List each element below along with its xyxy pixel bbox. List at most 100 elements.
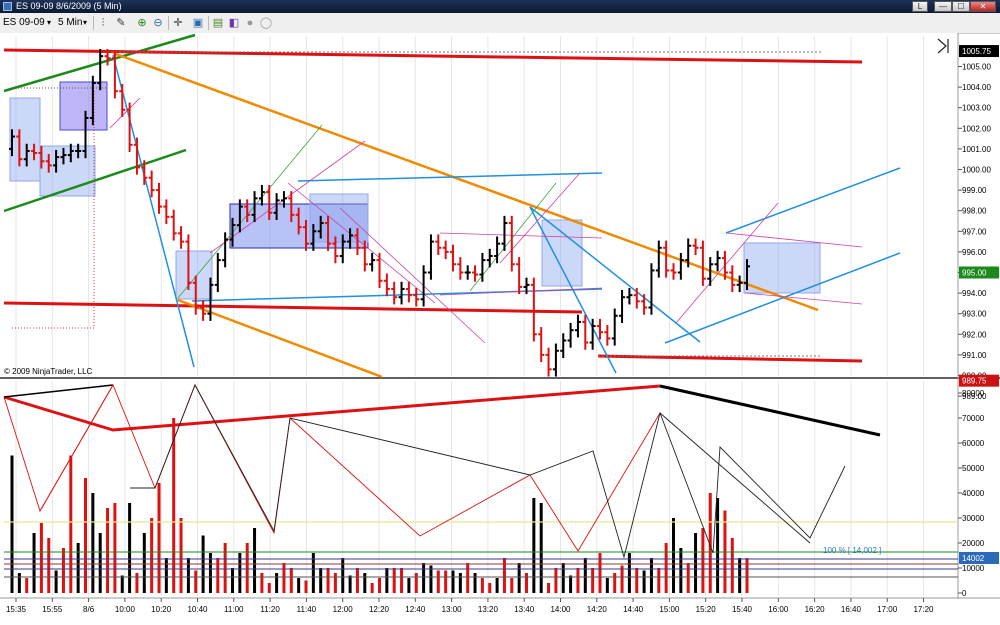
- trend-line-blue[interactable]: [529, 206, 617, 374]
- price-bar[interactable]: [633, 287, 640, 309]
- price-bar[interactable]: [111, 51, 118, 99]
- trend-line-green[interactable]: [3, 148, 187, 213]
- price-bar[interactable]: [163, 199, 170, 225]
- price-bar[interactable]: [611, 308, 618, 346]
- price-bar[interactable]: [501, 215, 508, 251]
- price-bar[interactable]: [582, 314, 589, 350]
- interval-selector[interactable]: 5 Min: [58, 17, 83, 28]
- price-bar[interactable]: [258, 184, 265, 206]
- trend-line-thin[interactable]: [287, 182, 436, 304]
- price-bar[interactable]: [347, 228, 354, 249]
- price-bar[interactable]: [288, 191, 295, 223]
- trend-line-blue[interactable]: [664, 252, 901, 344]
- price-bar[interactable]: [148, 170, 155, 198]
- price-bar[interactable]: [442, 240, 449, 260]
- instrument-selector[interactable]: ES 09-09: [3, 17, 45, 28]
- price-bar[interactable]: [16, 129, 23, 167]
- pencil-icon[interactable]: ✎: [116, 17, 126, 29]
- price-bar[interactable]: [692, 238, 699, 255]
- price-bar[interactable]: [60, 147, 67, 165]
- trend-line-thin[interactable]: [725, 232, 863, 248]
- price-bar[interactable]: [560, 333, 567, 358]
- price-bar[interactable]: [427, 234, 434, 280]
- price-bar[interactable]: [685, 238, 692, 268]
- trend-line-thin[interactable]: [109, 97, 141, 129]
- price-bar[interactable]: [236, 199, 243, 233]
- price-bar[interactable]: [310, 224, 317, 251]
- price-bar[interactable]: [574, 314, 581, 338]
- chart-trader-icon[interactable]: ◧: [228, 17, 240, 29]
- minimize-button[interactable]: —: [934, 1, 952, 12]
- price-bar[interactable]: [156, 182, 162, 214]
- price-bar[interactable]: [464, 265, 471, 280]
- price-bar[interactable]: [472, 265, 479, 282]
- volume-trend-red[interactable]: [3, 384, 661, 432]
- trend-line-orange[interactable]: [177, 298, 383, 379]
- price-bar[interactable]: [244, 199, 251, 223]
- price-bar[interactable]: [729, 265, 736, 293]
- price-bar[interactable]: [744, 259, 750, 291]
- crosshair-icon[interactable]: ✛: [173, 17, 183, 29]
- price-bar[interactable]: [207, 277, 214, 321]
- price-bar[interactable]: [494, 236, 501, 264]
- trend-line-thin[interactable]: [439, 232, 603, 239]
- trend-line-thin[interactable]: [675, 202, 779, 324]
- trend-line-thin[interactable]: [209, 140, 366, 254]
- price-bar[interactable]: [251, 191, 258, 223]
- price-bar[interactable]: [641, 294, 648, 315]
- price-bar[interactable]: [229, 217, 236, 247]
- instrument-dropdown-icon[interactable]: ▾: [47, 18, 52, 27]
- maximize-button[interactable]: ☐: [952, 1, 970, 12]
- snapshot-icon[interactable]: ◯: [259, 17, 273, 29]
- price-bar[interactable]: [185, 234, 192, 291]
- price-bar[interactable]: [376, 252, 383, 288]
- price-bar[interactable]: [214, 252, 221, 293]
- price-bar[interactable]: [332, 236, 339, 264]
- price-bar[interactable]: [670, 263, 677, 280]
- price-bar[interactable]: [619, 290, 626, 323]
- price-bar[interactable]: [597, 318, 603, 340]
- data-box-icon[interactable]: ▤: [212, 17, 224, 29]
- price-bar[interactable]: [383, 273, 390, 297]
- price-bar[interactable]: [119, 84, 126, 117]
- properties-icon[interactable]: ▣: [192, 17, 204, 29]
- price-bar[interactable]: [435, 234, 442, 255]
- price-bar[interactable]: [479, 252, 486, 282]
- price-bar[interactable]: [707, 257, 714, 286]
- price-bar[interactable]: [9, 129, 15, 157]
- trend-line-red[interactable]: [597, 354, 863, 363]
- price-bar[interactable]: [552, 343, 559, 377]
- price-bar[interactable]: [626, 287, 633, 305]
- price-bar[interactable]: [567, 322, 574, 348]
- price-bar[interactable]: [508, 215, 515, 272]
- price-bar[interactable]: [361, 240, 368, 272]
- box-zone[interactable]: [59, 81, 108, 131]
- zoom-out-icon[interactable]: ⊖: [153, 17, 163, 29]
- restore-button[interactable]: L: [912, 1, 928, 12]
- price-bar[interactable]: [280, 191, 287, 208]
- price-bar[interactable]: [699, 240, 706, 286]
- price-bar[interactable]: [538, 327, 545, 363]
- price-bar[interactable]: [82, 110, 89, 159]
- volume-zigzag-black[interactable]: [659, 412, 811, 544]
- volume-trend-black[interactable]: [659, 384, 881, 437]
- price-bar[interactable]: [222, 232, 229, 268]
- price-bar[interactable]: [736, 275, 743, 293]
- price-bar[interactable]: [369, 252, 376, 272]
- price-bar[interactable]: [97, 48, 104, 91]
- box-zone[interactable]: [175, 250, 213, 300]
- chart-area[interactable]: 1005.00 1004.00 1003.00 1002.00 1001.00 1000.…: [0, 33, 1000, 625]
- price-bar[interactable]: [420, 265, 427, 307]
- price-bar[interactable]: [104, 48, 111, 66]
- trend-line-thin[interactable]: [439, 287, 603, 296]
- trend-line-blue[interactable]: [529, 206, 701, 343]
- price-bar[interactable]: [178, 226, 185, 249]
- price-bar[interactable]: [295, 207, 302, 235]
- price-bar[interactable]: [339, 234, 346, 264]
- price-bar[interactable]: [23, 143, 30, 167]
- price-bar[interactable]: [648, 263, 655, 315]
- price-bar[interactable]: [317, 215, 324, 239]
- price-bar[interactable]: [530, 277, 537, 342]
- trend-line-thin[interactable]: [499, 172, 581, 264]
- price-bar[interactable]: [325, 215, 332, 251]
